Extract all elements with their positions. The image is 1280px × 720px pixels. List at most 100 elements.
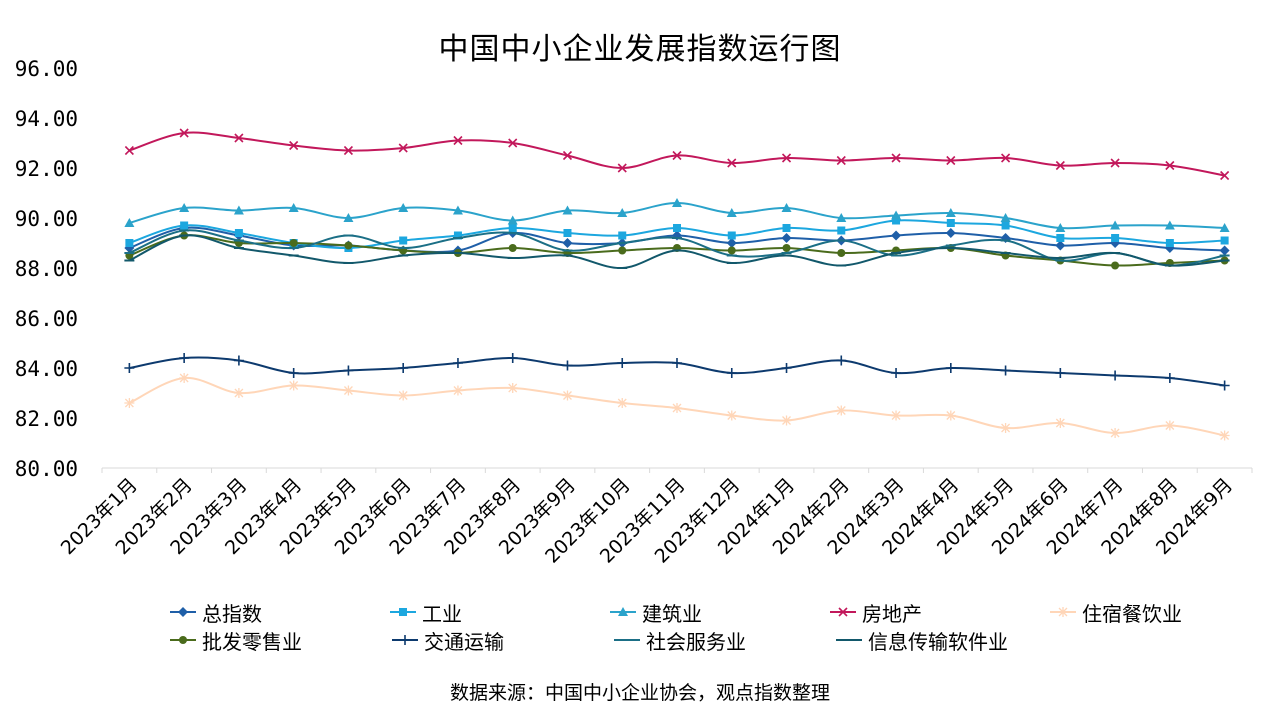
data-point <box>726 410 737 421</box>
data-point <box>1164 373 1175 383</box>
legend-swatch <box>836 639 862 641</box>
legend-swatch <box>1050 607 1076 617</box>
data-point <box>563 229 572 237</box>
data-point <box>672 403 682 413</box>
legend-swatch <box>610 607 636 616</box>
data-point <box>836 355 847 366</box>
data-point <box>507 383 518 393</box>
data-point <box>124 363 135 373</box>
legend: 总指数 工业 建筑业 房地产 住宿餐饮业 批发零售业 交通运输 社会服务业 信息传输软件业 <box>168 598 1268 654</box>
y-tick-label: 92.00 <box>15 157 78 181</box>
data-point <box>891 153 901 163</box>
data-point <box>837 226 846 235</box>
data-point <box>1110 158 1120 168</box>
data-point <box>781 233 792 243</box>
data-point <box>1055 160 1065 171</box>
data-point <box>1056 234 1065 242</box>
data-point <box>1110 428 1121 438</box>
data-point <box>726 208 737 217</box>
data-point <box>233 355 244 366</box>
series-5 <box>124 373 1230 441</box>
data-point <box>892 216 901 225</box>
data-point <box>617 398 628 408</box>
data-point <box>726 368 737 378</box>
data-point <box>1220 170 1230 181</box>
y-tick-label: 84.00 <box>15 357 78 381</box>
legend-label: 总指数 <box>202 601 262 626</box>
data-point <box>288 368 299 378</box>
data-point <box>1055 223 1066 232</box>
data-point <box>124 218 135 227</box>
data-point <box>124 145 134 156</box>
data-point <box>1001 153 1011 163</box>
data-point <box>945 228 956 238</box>
data-point <box>672 150 682 161</box>
data-point <box>453 231 462 240</box>
data-point <box>179 128 189 138</box>
data-point <box>781 203 792 212</box>
data-point <box>343 213 354 222</box>
data-point <box>507 215 518 225</box>
source-note: 数据来源：中国中小企业协会，观点指数整理 <box>449 682 830 704</box>
data-point <box>453 135 463 146</box>
data-point <box>782 224 791 232</box>
data-point <box>617 163 627 173</box>
x-axis: 2023年1月2023年2月2023年3月2023年4月2023年5月2023年… <box>57 467 1253 568</box>
data-point <box>452 205 463 215</box>
data-point <box>946 155 956 166</box>
data-point <box>891 210 902 220</box>
y-tick-label: 96.00 <box>15 57 78 81</box>
data-point <box>781 363 792 373</box>
data-point <box>288 380 299 391</box>
data-point <box>1164 420 1175 431</box>
data-point <box>891 368 902 378</box>
data-point <box>618 231 627 240</box>
data-point <box>179 373 190 383</box>
data-point <box>562 238 573 248</box>
data-point <box>1055 368 1066 378</box>
data-point <box>179 353 190 363</box>
data-point <box>726 238 737 248</box>
data-point <box>233 205 244 215</box>
data-point <box>180 221 189 230</box>
data-point <box>1111 234 1120 242</box>
legend-swatch-marker <box>1058 607 1068 617</box>
data-point <box>836 213 847 222</box>
data-point <box>946 219 955 227</box>
data-point <box>507 353 518 363</box>
series-4 <box>124 128 1230 181</box>
legend-label: 建筑业 <box>642 601 702 626</box>
legend-item: 总指数 <box>168 598 388 627</box>
data-point <box>398 363 409 373</box>
legend-label: 交通运输 <box>424 629 504 654</box>
data-point <box>1111 261 1120 270</box>
legend-swatch-marker <box>838 607 848 617</box>
legend-label: 房地产 <box>862 601 922 626</box>
legend-row: 批发零售业 交通运输 社会服务业 信息传输软件业 <box>168 626 1268 654</box>
legend-label: 批发零售业 <box>202 629 302 654</box>
data-point <box>836 155 846 166</box>
data-point <box>398 143 408 153</box>
legend-label: 信息传输软件业 <box>868 629 1008 654</box>
data-point <box>343 365 354 376</box>
data-point <box>508 244 517 252</box>
data-point <box>124 398 135 408</box>
data-point <box>233 388 244 398</box>
legend-item: 社会服务业 <box>612 626 834 655</box>
legend-label: 工业 <box>422 601 462 626</box>
data-point <box>1110 220 1121 230</box>
data-point <box>1055 240 1066 251</box>
data-point <box>1001 221 1010 230</box>
data-point <box>781 153 792 163</box>
data-point <box>343 385 354 396</box>
data-point <box>891 230 902 241</box>
data-point <box>399 236 408 245</box>
legend-swatch <box>614 639 640 641</box>
data-point <box>781 415 792 426</box>
y-tick-label: 94.00 <box>15 107 78 131</box>
series-line <box>129 131 1225 177</box>
legend-item: 信息传输软件业 <box>834 626 1056 655</box>
data-point <box>617 358 628 368</box>
legend-item: 建筑业 <box>608 598 828 627</box>
series-7 <box>124 353 1230 391</box>
